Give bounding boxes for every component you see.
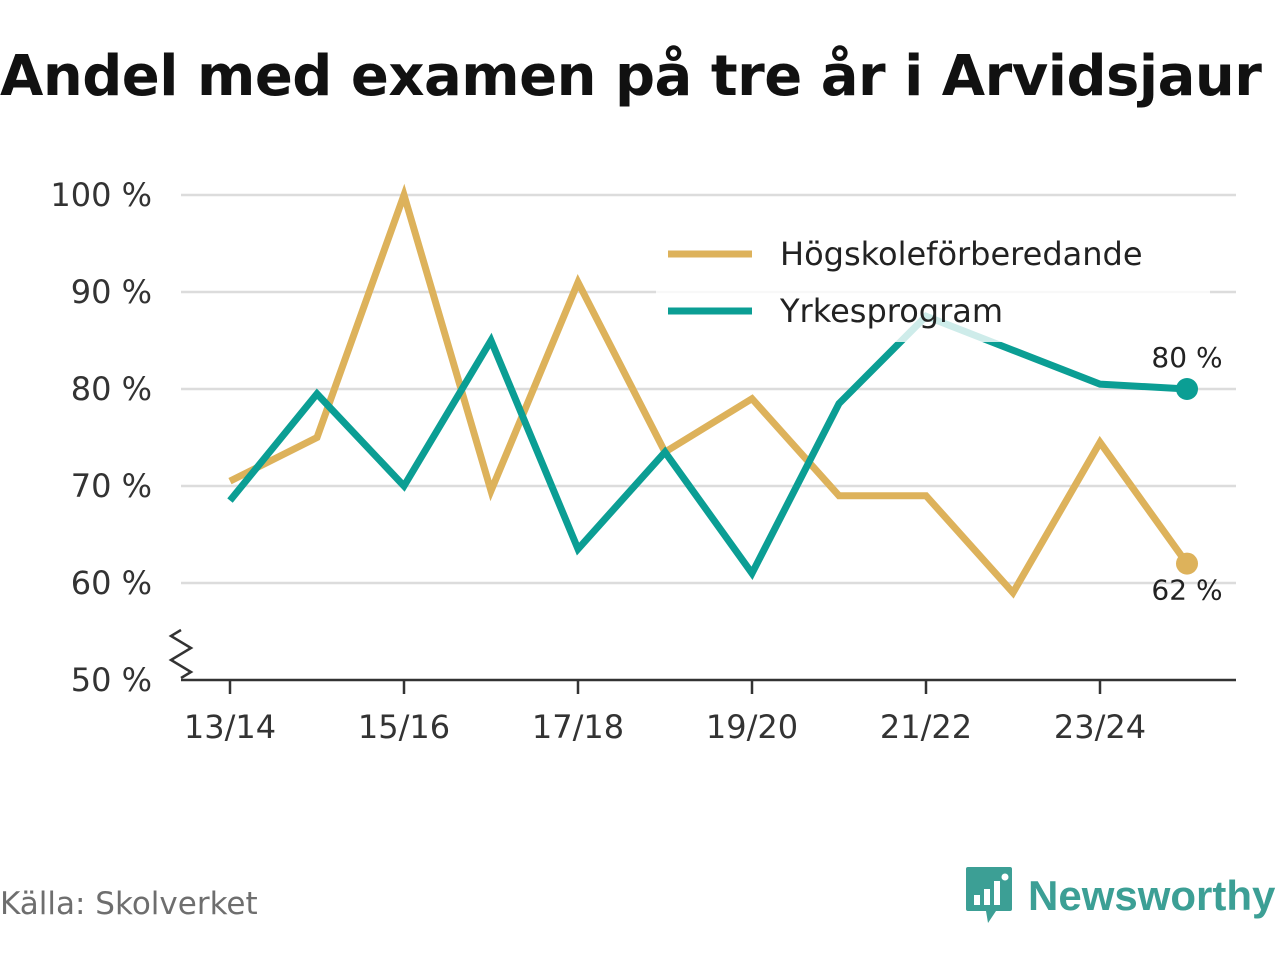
series-end-point [1176, 552, 1198, 575]
end-labels: 62 % 80 % [1151, 341, 1222, 607]
y-tick-label: 80 % [71, 370, 152, 408]
end-value-label: 62 % [1151, 574, 1222, 607]
x-tick-label: 23/24 [1054, 708, 1146, 746]
brand-logo: Newsworthy [964, 864, 1275, 928]
series-line [228, 183, 1190, 599]
legend-label: Högskoleförberedande [780, 235, 1143, 273]
brand-name: Newsworthy [1028, 872, 1276, 919]
end-value-label: 80 % [1151, 341, 1222, 374]
x-tick-label: 13/14 [184, 708, 276, 746]
source-note: Källa: Skolverket [0, 886, 258, 922]
newsworthy-logo-icon [966, 867, 1012, 923]
y-tick-label: 70 % [71, 467, 152, 505]
axis-break-icon [168, 628, 194, 680]
legend-box [656, 222, 1210, 342]
y-tick-label: 90 % [71, 273, 152, 311]
chart-title: Andel med examen på tre år i Arvidsjaur [0, 44, 1262, 109]
series-lines [227, 183, 1198, 599]
x-tick-label: 19/20 [706, 708, 798, 746]
y-axis-ticks: 50 % 60 % 70 % 80 % 90 % 100 % [50, 176, 152, 699]
series-line [227, 312, 1188, 580]
line-chart: 50 % 60 % 70 % 80 % 90 % 100 % 13/14 15/16 17/1… [50, 176, 1236, 746]
x-tick-label: 21/22 [880, 708, 972, 746]
x-tick-label: 15/16 [358, 708, 450, 746]
legend-label: Yrkesprogram [779, 292, 1003, 330]
x-tick-label: 17/18 [532, 708, 624, 746]
legend: Högskoleförberedande Yrkesprogram [656, 222, 1210, 342]
y-tick-label: 100 % [50, 176, 152, 214]
x-axis-ticks: 13/14 15/16 17/18 19/20 21/22 23/24 [184, 680, 1146, 746]
axes [168, 628, 1236, 682]
y-tick-label: 50 % [71, 661, 152, 699]
y-tick-label: 60 % [71, 564, 152, 602]
series-end-point [1176, 378, 1198, 400]
